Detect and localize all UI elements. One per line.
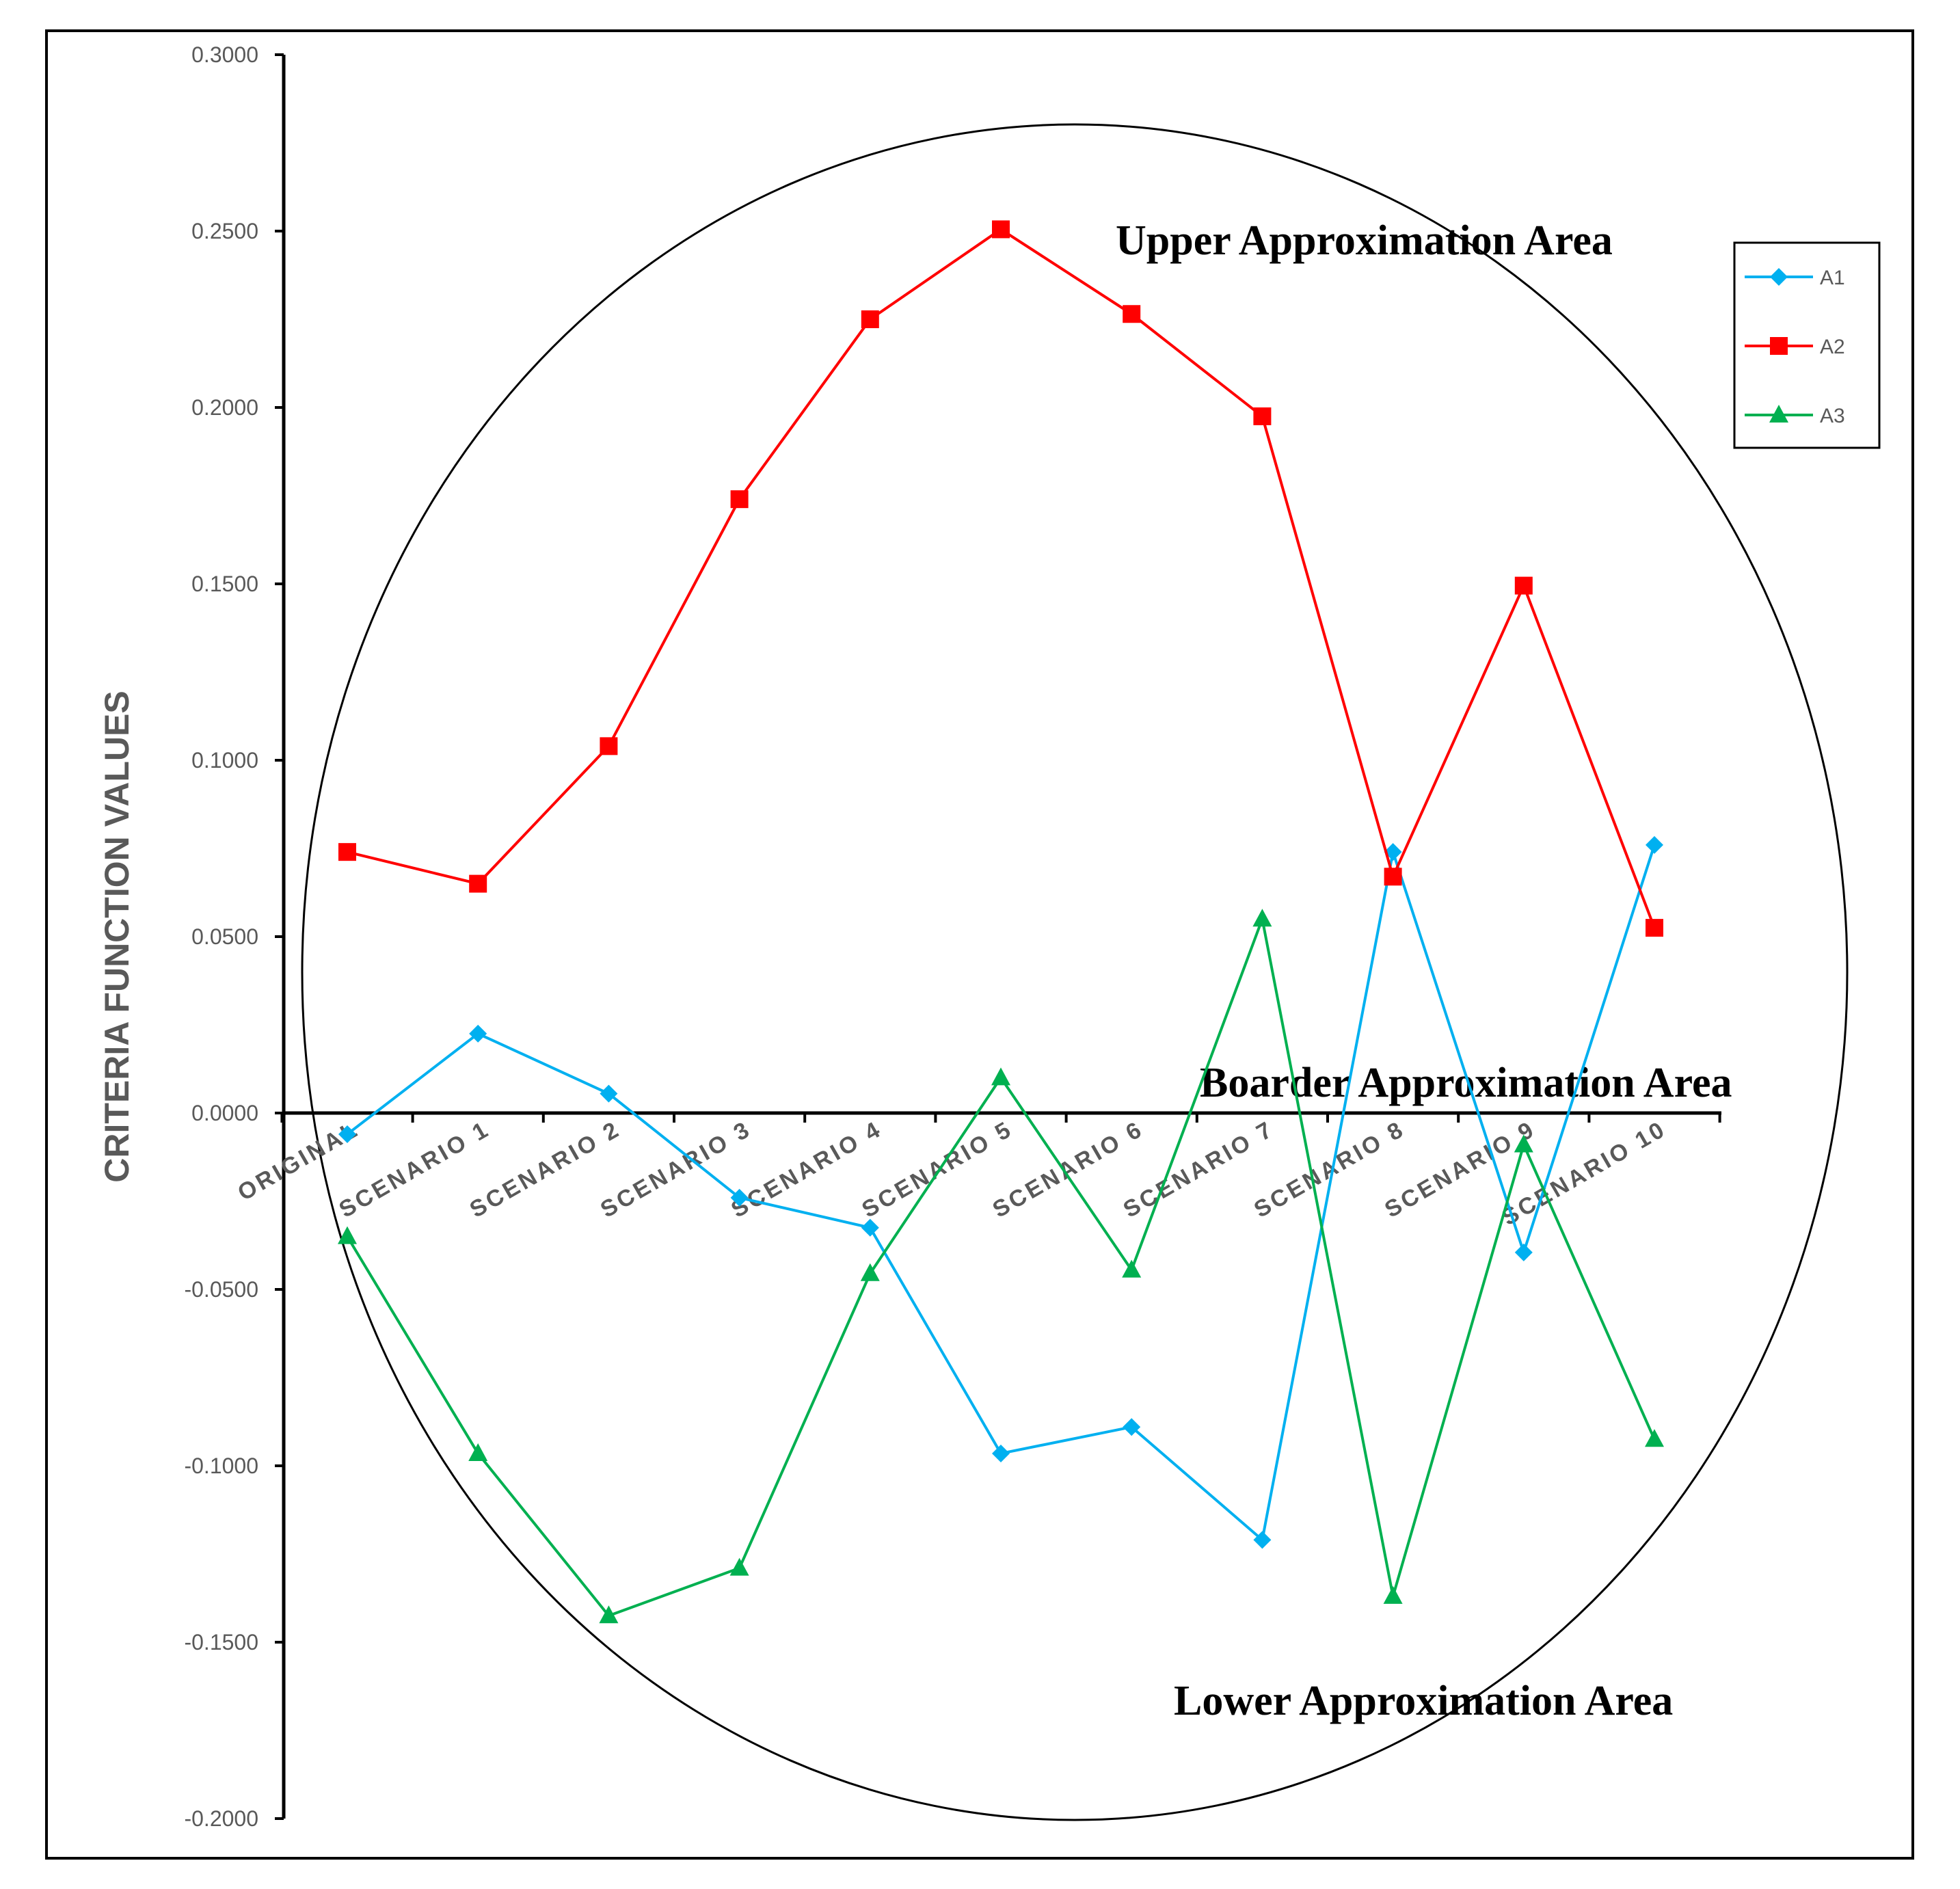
y-axis-label: CRITERIA FUNCTION VALUES <box>98 691 136 1182</box>
data-point-a2 <box>1123 305 1141 323</box>
y-tick-label: 0.2000 <box>191 395 258 420</box>
data-point-a1 <box>1123 1418 1141 1436</box>
data-point-a1 <box>992 1444 1010 1462</box>
approximation-ellipse <box>301 123 1849 1821</box>
data-point-a1 <box>1514 1243 1533 1261</box>
data-point-a2 <box>600 737 618 755</box>
series-layer <box>338 220 1664 1624</box>
x-axis-ticks <box>280 1113 1721 1123</box>
legend: A1 A2 A3 <box>1733 241 1881 449</box>
series-a1 <box>338 835 1663 1549</box>
legend-label-a3: A3 <box>1820 405 1845 427</box>
data-point-a1 <box>730 1188 749 1207</box>
legend-label-a2: A2 <box>1820 336 1845 358</box>
y-tick-label: -0.0500 <box>184 1277 258 1302</box>
y-tick-label: 0.1000 <box>191 748 258 773</box>
data-point-a1 <box>338 1125 356 1143</box>
data-point-a1 <box>1253 1531 1272 1549</box>
data-point-a2 <box>730 490 749 509</box>
data-point-a1 <box>600 1084 618 1103</box>
legend-entries: A1 A2 A3 <box>1745 267 1845 427</box>
data-point-a2 <box>469 874 487 893</box>
data-point-a2 <box>338 843 356 861</box>
series-a3 <box>338 909 1664 1624</box>
data-point-a2 <box>1514 576 1533 595</box>
y-tick-label: 0.2500 <box>191 219 258 243</box>
y-tick-label: 0.1500 <box>191 572 258 596</box>
y-tick-label: -0.1500 <box>184 1630 258 1654</box>
data-point-a2 <box>861 310 879 328</box>
outer-frame <box>45 29 1914 1860</box>
data-point-a2 <box>1384 868 1402 886</box>
data-point-a2 <box>1646 919 1663 937</box>
data-point-a3 <box>1645 1429 1664 1447</box>
y-tick-label: 0.3000 <box>191 42 258 67</box>
annotation-lower-area: Lower Approximation Area <box>1174 1678 1673 1724</box>
y-axis-tick-labels: 0.3000 0.2500 0.2000 0.1500 0.1000 0.0500 0.00… <box>184 42 258 1831</box>
annotation-upper-area: Upper Approximation Area <box>1116 217 1613 264</box>
data-point-a1 <box>469 1024 487 1043</box>
data-point-a3 <box>1252 909 1272 927</box>
data-point-a1 <box>861 1218 879 1237</box>
annotation-border-area: Boarder Approximation Area <box>1200 1060 1732 1106</box>
data-point-a3 <box>1514 1134 1533 1153</box>
series-a2 <box>338 220 1663 937</box>
legend-label-a1: A1 <box>1820 267 1845 289</box>
data-point-a3 <box>1122 1259 1142 1278</box>
data-point-a1 <box>1646 835 1663 854</box>
y-tick-label: 0.0000 <box>191 1101 258 1125</box>
data-point-a3 <box>468 1443 488 1461</box>
y-tick-label: -0.1000 <box>184 1453 258 1478</box>
legend-marker-a3 <box>1769 405 1788 423</box>
y-tick-label: -0.2000 <box>184 1806 258 1831</box>
data-point-a2 <box>1253 407 1272 425</box>
y-tick-label: 0.0500 <box>191 924 258 949</box>
y-axis-ticks <box>275 53 284 1820</box>
legend-marker-a2 <box>1770 337 1788 355</box>
data-point-a2 <box>992 220 1010 239</box>
data-point-a3 <box>729 1557 749 1576</box>
data-point-a3 <box>991 1067 1010 1086</box>
data-point-a3 <box>338 1226 357 1244</box>
data-point-a3 <box>599 1605 619 1624</box>
legend-marker-a1 <box>1770 268 1788 286</box>
data-point-a3 <box>1383 1585 1403 1604</box>
data-point-a3 <box>860 1263 880 1281</box>
